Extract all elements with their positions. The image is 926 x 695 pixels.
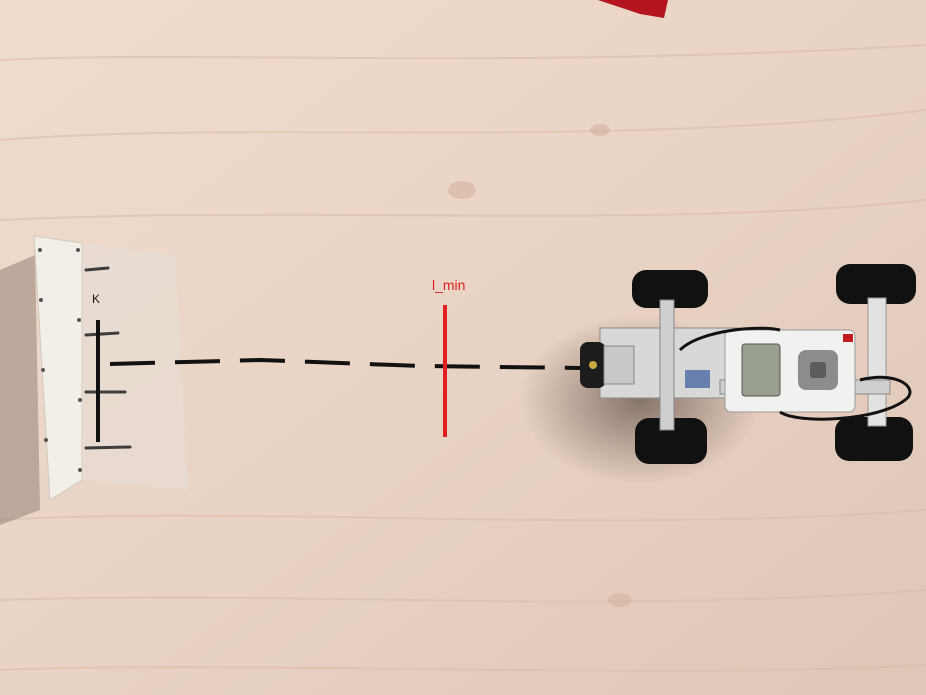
red-object <box>598 0 668 18</box>
wall-shadow <box>0 255 40 525</box>
ev3-buttons <box>798 350 838 390</box>
wheel-front-bottom <box>635 418 707 464</box>
wood-grain <box>0 44 926 672</box>
lego-robot <box>580 264 916 464</box>
lego-wall <box>33 235 188 501</box>
wall-marker-label: K <box>92 292 101 306</box>
ev3-screen <box>741 343 781 397</box>
wood-knots <box>448 124 632 607</box>
wheel-rear-top <box>836 264 916 304</box>
wheel-front-top <box>632 270 708 308</box>
distance-dashed-line <box>109 357 581 370</box>
cable-1 <box>678 326 781 352</box>
cable-2 <box>779 375 912 421</box>
wheel-rear-bottom <box>835 417 913 461</box>
min-distance-label: l_min <box>432 277 466 293</box>
